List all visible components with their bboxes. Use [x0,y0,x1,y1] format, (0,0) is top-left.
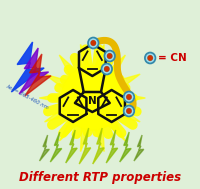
Polygon shape [11,42,44,92]
Circle shape [127,95,131,99]
Polygon shape [59,116,80,141]
Polygon shape [59,55,80,80]
Text: N: N [88,96,97,106]
Polygon shape [81,44,91,72]
Text: = CN: = CN [158,53,187,63]
Polygon shape [114,74,140,91]
Circle shape [101,64,112,74]
Polygon shape [105,116,125,141]
Polygon shape [106,130,118,163]
Polygon shape [79,128,91,164]
Polygon shape [134,135,144,161]
Polygon shape [25,54,51,96]
Polygon shape [66,130,77,163]
Polygon shape [40,135,49,161]
Polygon shape [119,93,145,103]
Circle shape [105,67,109,71]
Text: λex= 365-460 nm: λex= 365-460 nm [5,84,49,110]
Circle shape [88,37,99,49]
Circle shape [108,54,112,58]
Circle shape [124,105,134,116]
Circle shape [61,66,123,130]
Polygon shape [45,105,71,122]
Polygon shape [45,74,71,91]
Circle shape [148,56,152,60]
Polygon shape [114,105,140,122]
Polygon shape [93,128,104,164]
Circle shape [91,41,95,45]
Circle shape [124,91,134,102]
Polygon shape [81,124,91,152]
Circle shape [104,50,115,61]
Polygon shape [105,55,125,80]
Polygon shape [39,93,66,103]
Polygon shape [50,132,62,162]
Circle shape [145,53,155,64]
Polygon shape [120,132,131,162]
Circle shape [127,109,131,113]
Polygon shape [94,124,104,152]
Polygon shape [19,48,49,94]
Polygon shape [94,44,104,72]
Text: Different RTP properties: Different RTP properties [19,171,181,184]
